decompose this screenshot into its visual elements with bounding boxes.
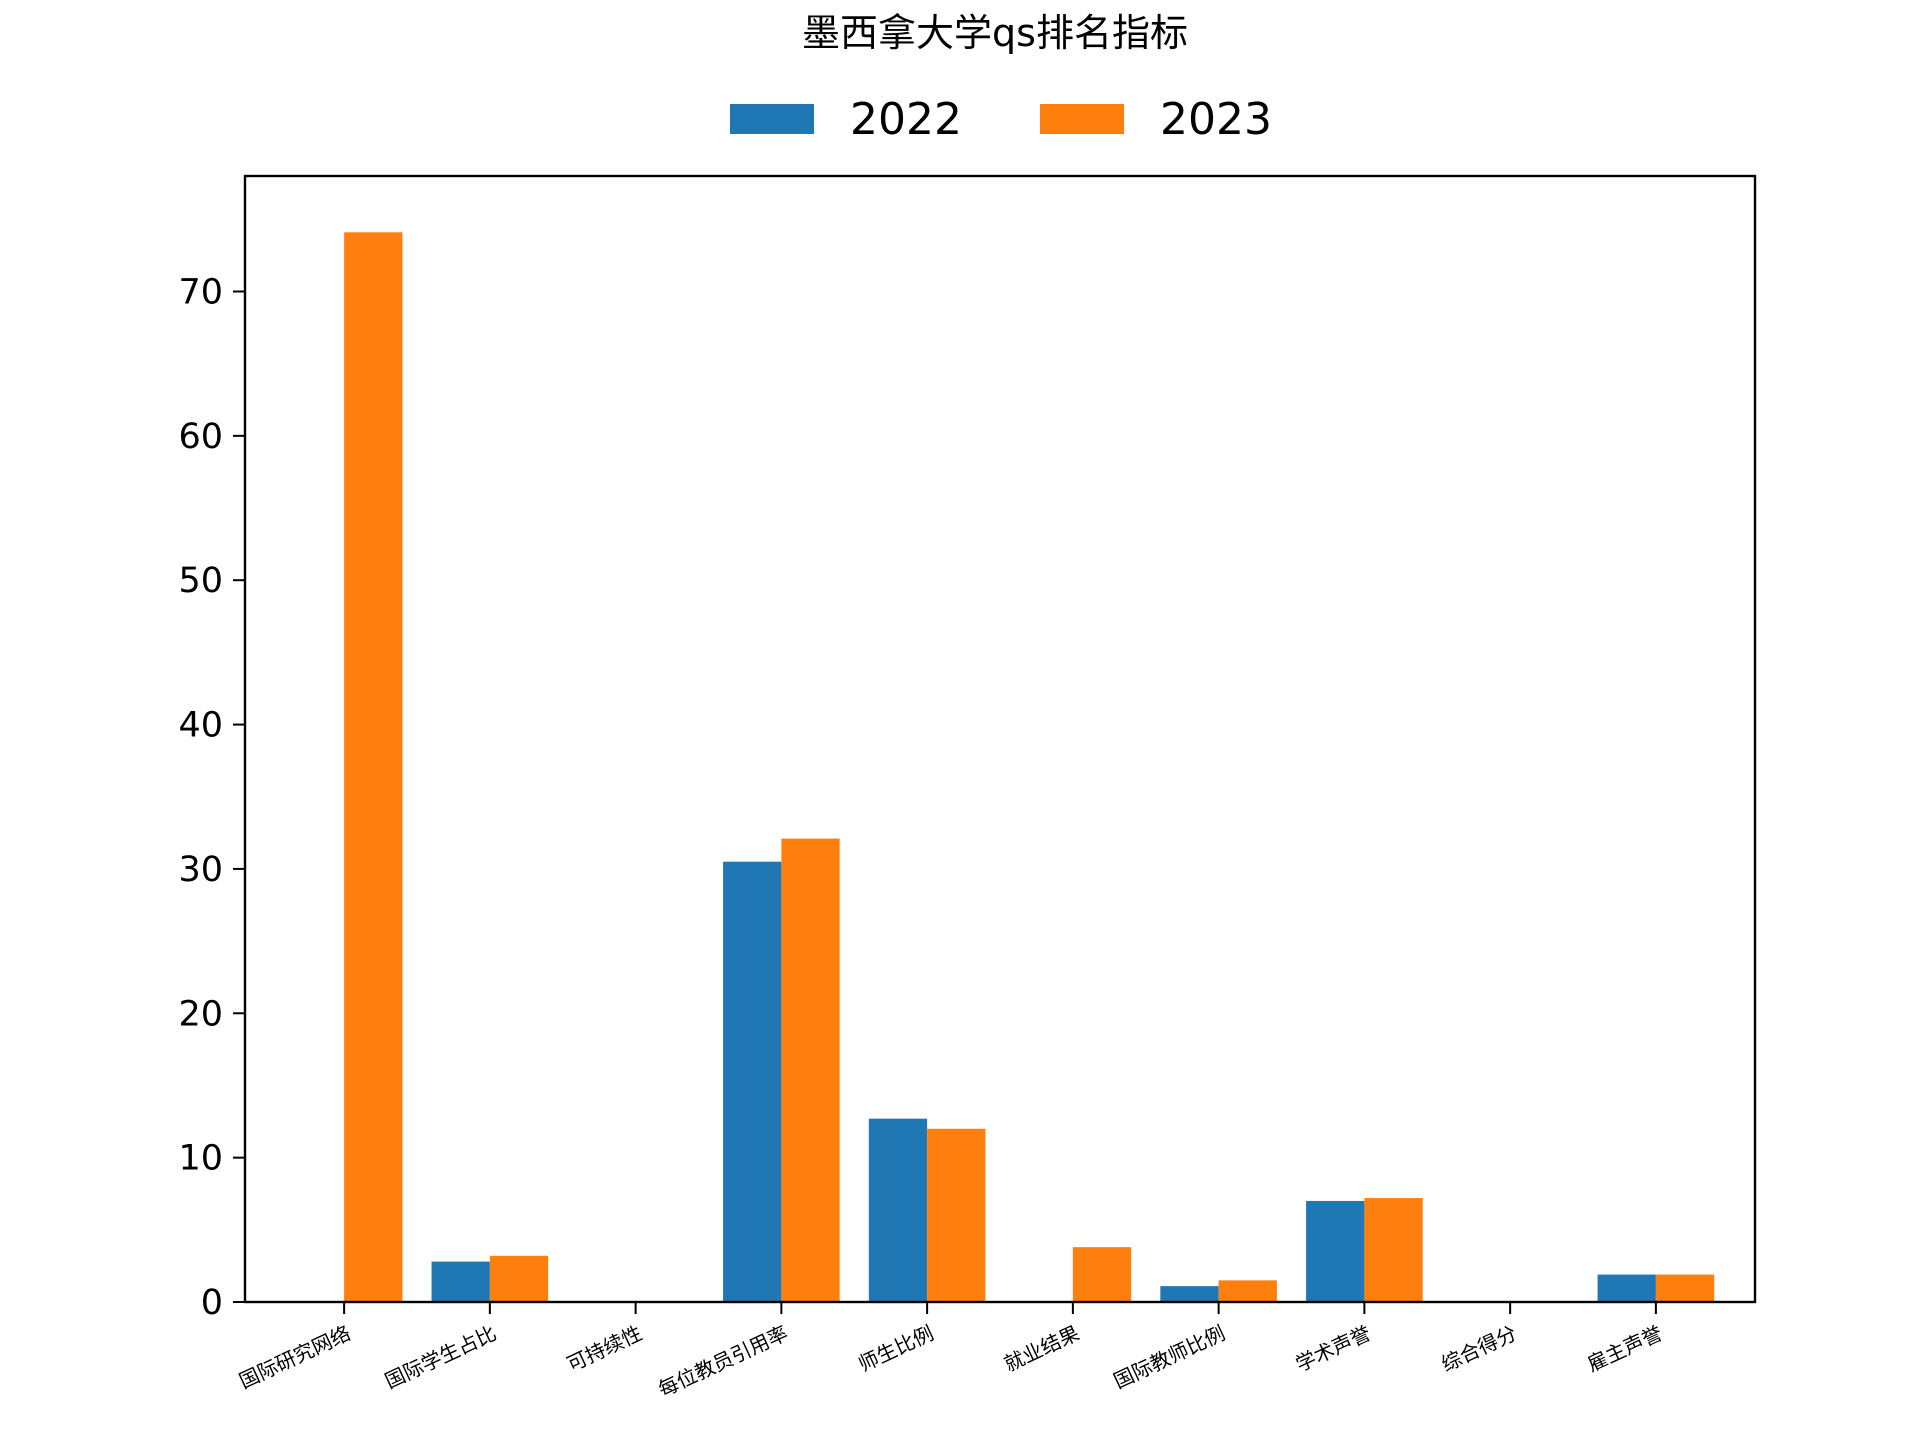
bar-2022-4 [868, 1118, 928, 1302]
y-tick-label: 70 [178, 272, 223, 312]
y-tick-label: 50 [178, 561, 223, 601]
y-tick-label: 0 [201, 1283, 223, 1323]
chart-title: 墨西拿大学qs排名指标 [802, 11, 1188, 55]
bar-2023-0 [344, 232, 403, 1302]
legend-swatch-2023 [1040, 104, 1124, 134]
bar-2022-1 [431, 1261, 490, 1302]
bar-2023-3 [781, 838, 840, 1302]
x-tick-label: 师生比例 [855, 1321, 938, 1377]
x-tick-label: 学术声誉 [1292, 1321, 1375, 1377]
x-tick-label: 国际研究网络 [235, 1321, 354, 1393]
x-axis: 国际研究网络 国际学生占比 可持续性 每位教员引用率 师生比例 就业结果 国际教师比例 学术声… [235, 1302, 1666, 1402]
x-tick-label: 可持续性 [563, 1321, 646, 1377]
bar-2023-4 [927, 1128, 986, 1302]
bar-2022-7 [1306, 1200, 1365, 1302]
bar-2023-7 [1364, 1198, 1423, 1302]
bar-2023-5 [1072, 1247, 1132, 1302]
x-tick-label: 综合得分 [1438, 1321, 1521, 1377]
bar-2022-3 [723, 861, 782, 1302]
x-tick-label: 每位教员引用率 [654, 1321, 791, 1402]
y-axis: 0 10 20 30 40 50 60 70 [178, 272, 245, 1323]
bar-2023-1 [489, 1255, 549, 1302]
bar-2023-6 [1218, 1280, 1277, 1302]
bar-2022-6 [1160, 1286, 1219, 1302]
x-tick-label: 国际教师比例 [1110, 1321, 1229, 1393]
bar-2023-9 [1655, 1274, 1715, 1302]
y-tick-label: 10 [178, 1139, 223, 1179]
y-tick-label: 40 [178, 706, 223, 746]
legend: 2022 2023 [730, 94, 1272, 145]
x-tick-label: 就业结果 [1000, 1321, 1083, 1377]
legend-label-2023: 2023 [1160, 94, 1272, 145]
y-tick-label: 20 [178, 994, 223, 1034]
legend-swatch-2022 [730, 104, 814, 134]
x-tick-label: 雇主声誉 [1583, 1321, 1666, 1377]
bar-2022-9 [1597, 1274, 1656, 1302]
plot-frame [243, 174, 1757, 1304]
legend-label-2022: 2022 [850, 94, 962, 145]
x-tick-label: 国际学生占比 [381, 1321, 500, 1393]
bars-group [344, 232, 1715, 1302]
y-tick-label: 30 [178, 850, 223, 890]
y-tick-label: 60 [178, 417, 223, 457]
